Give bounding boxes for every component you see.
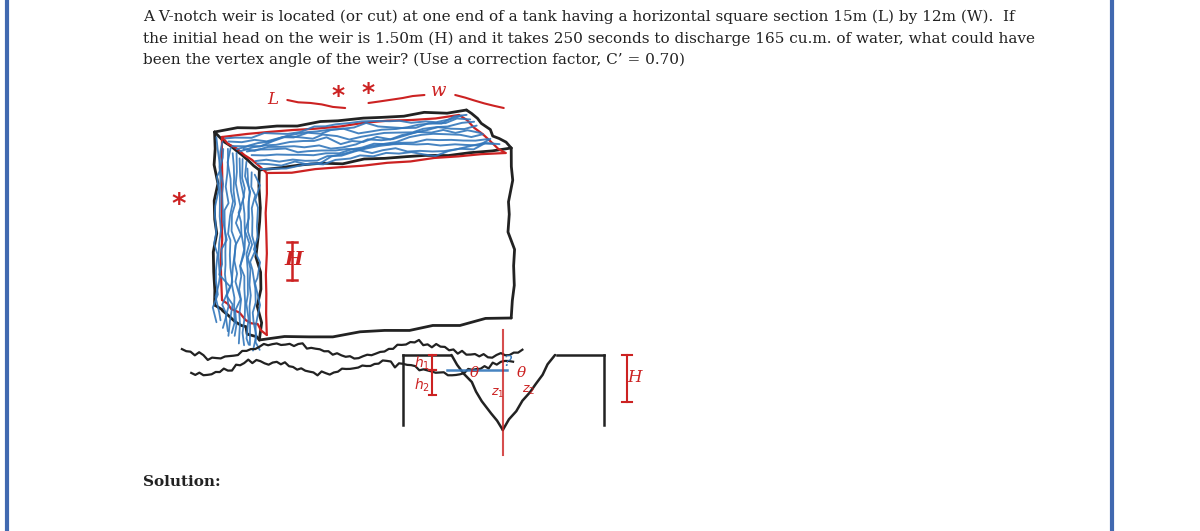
Text: θ: θ <box>470 366 479 380</box>
Text: *: * <box>331 84 344 108</box>
Text: $h_1$: $h_1$ <box>414 354 431 372</box>
Text: H: H <box>628 370 642 387</box>
Text: *: * <box>362 81 376 105</box>
Text: w: w <box>431 82 446 100</box>
Text: $h_2$: $h_2$ <box>414 376 430 393</box>
Text: L: L <box>266 90 278 107</box>
Text: *: * <box>172 191 186 219</box>
Text: $z_1$: $z_1$ <box>492 387 505 399</box>
Text: H: H <box>284 251 304 269</box>
Text: $z_2$: $z_2$ <box>522 383 535 397</box>
Text: ?: ? <box>504 355 511 369</box>
Text: Solution:: Solution: <box>143 475 221 489</box>
Text: A V-notch weir is located (or cut) at one end of a tank having a horizontal squa: A V-notch weir is located (or cut) at on… <box>143 10 1034 67</box>
Text: θ: θ <box>517 366 526 380</box>
